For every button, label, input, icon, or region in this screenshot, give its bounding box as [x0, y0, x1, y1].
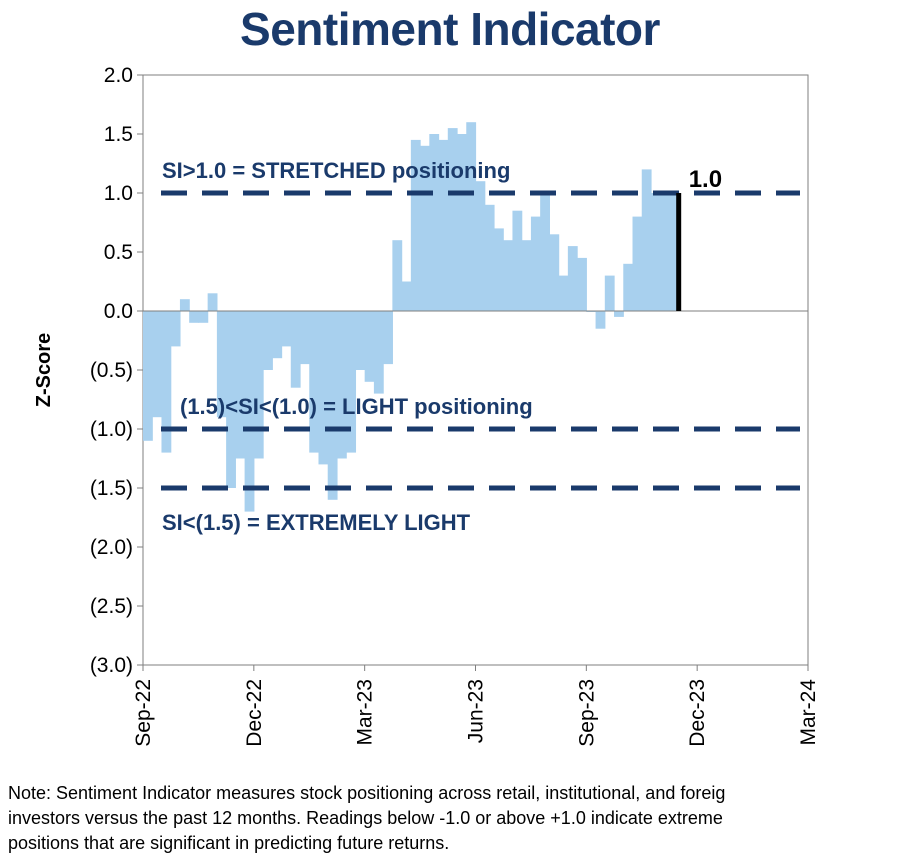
data-bar [549, 234, 560, 311]
y-tick-label: (1.0) [90, 418, 133, 441]
y-tick-label: (0.5) [90, 359, 133, 382]
data-bar [540, 193, 550, 311]
data-bar [383, 311, 393, 365]
data-bar [207, 293, 218, 311]
data-bar [244, 311, 255, 512]
data-bar [309, 311, 320, 453]
data-bar [281, 311, 292, 347]
data-bar [660, 193, 671, 311]
y-tick-label: 1.5 [104, 123, 133, 146]
data-bar [355, 311, 366, 370]
data-bar [170, 311, 181, 347]
data-bar [466, 122, 477, 311]
data-bar [263, 311, 273, 370]
data-bar [493, 228, 504, 311]
data-bar [346, 311, 357, 453]
data-bar [530, 216, 541, 311]
data-bar [327, 311, 338, 500]
data-bar [512, 210, 523, 311]
data-bar [521, 240, 532, 311]
y-tick-label: (3.0) [90, 654, 133, 677]
current-value-label: 1.0 [689, 166, 722, 193]
data-bar [272, 311, 283, 359]
x-tick-label: Jun-23 [465, 679, 488, 743]
data-bar [669, 193, 680, 311]
data-bar [410, 139, 421, 311]
data-bar [438, 139, 449, 311]
data-bar [604, 275, 615, 311]
y-axis-title: Z-Score [33, 333, 55, 407]
data-bar [373, 311, 384, 394]
data-bar [420, 145, 430, 311]
y-tick-label: 0.5 [104, 241, 133, 264]
data-bar [595, 311, 606, 329]
data-bar [401, 281, 412, 311]
data-bar [614, 311, 624, 317]
data-bar [475, 181, 486, 311]
x-tick-label: Dec-22 [243, 679, 266, 747]
data-bar [558, 275, 569, 311]
data-bar [336, 311, 347, 459]
data-bar [392, 240, 403, 311]
data-bar [216, 311, 227, 418]
data-bar [253, 311, 264, 459]
data-bar [641, 169, 652, 311]
x-tick-label: Sep-23 [575, 679, 598, 747]
data-bar [290, 311, 301, 388]
x-tick-label: Sep-22 [132, 679, 155, 747]
y-tick-label: 2.0 [104, 64, 133, 87]
data-bar [577, 257, 587, 311]
data-bar [179, 299, 190, 311]
x-tick-label: Dec-23 [686, 679, 709, 747]
note-line: investors versus the past 12 months. Rea… [8, 808, 723, 828]
data-bar [364, 311, 375, 382]
y-tick-label: 1.0 [104, 182, 133, 205]
sentiment-chart: 2.0 1.5 1.0 0.5 0.0 (0.5) (1.0) (1.5) (2.0) (2.5)… [33, 64, 820, 747]
data-bar [632, 216, 643, 311]
note-line: Note: Sentiment Indicator measures stock… [8, 783, 726, 803]
chart-title: Sentiment Indicator [240, 3, 660, 55]
y-tick-label: (2.5) [90, 595, 133, 618]
data-bar [447, 128, 458, 311]
data-bar [300, 311, 310, 365]
data-bar [198, 311, 209, 323]
x-tick-label: Mar-23 [354, 679, 377, 746]
data-bar [567, 246, 578, 311]
data-bar [143, 311, 153, 441]
data-bar [318, 311, 329, 465]
threshold-label: SI<(1.5) = EXTREMELY LIGHT [162, 510, 471, 535]
threshold-label: SI>1.0 = STRETCHED positioning [162, 158, 510, 183]
note-line: positions that are significant in predic… [8, 833, 450, 853]
data-bar [503, 240, 514, 311]
y-tick-label: 0.0 [104, 300, 133, 323]
data-bar [152, 311, 163, 418]
data-bar [189, 311, 200, 323]
data-bar [226, 311, 236, 488]
chart-note: Note: Sentiment Indicator measures stock… [8, 781, 898, 856]
x-tick-label: Mar-24 [797, 679, 820, 746]
data-bar [484, 204, 495, 311]
data-bar [161, 311, 172, 453]
data-bar [623, 263, 634, 311]
threshold-label: (1.5)<SI<(1.0) = LIGHT positioning [180, 394, 533, 419]
data-bar [235, 311, 246, 459]
data-bar [457, 134, 467, 311]
data-bar [429, 134, 440, 311]
y-tick-label: (1.5) [90, 477, 133, 500]
data-bar [650, 193, 661, 311]
y-tick-label: (2.0) [90, 536, 133, 559]
